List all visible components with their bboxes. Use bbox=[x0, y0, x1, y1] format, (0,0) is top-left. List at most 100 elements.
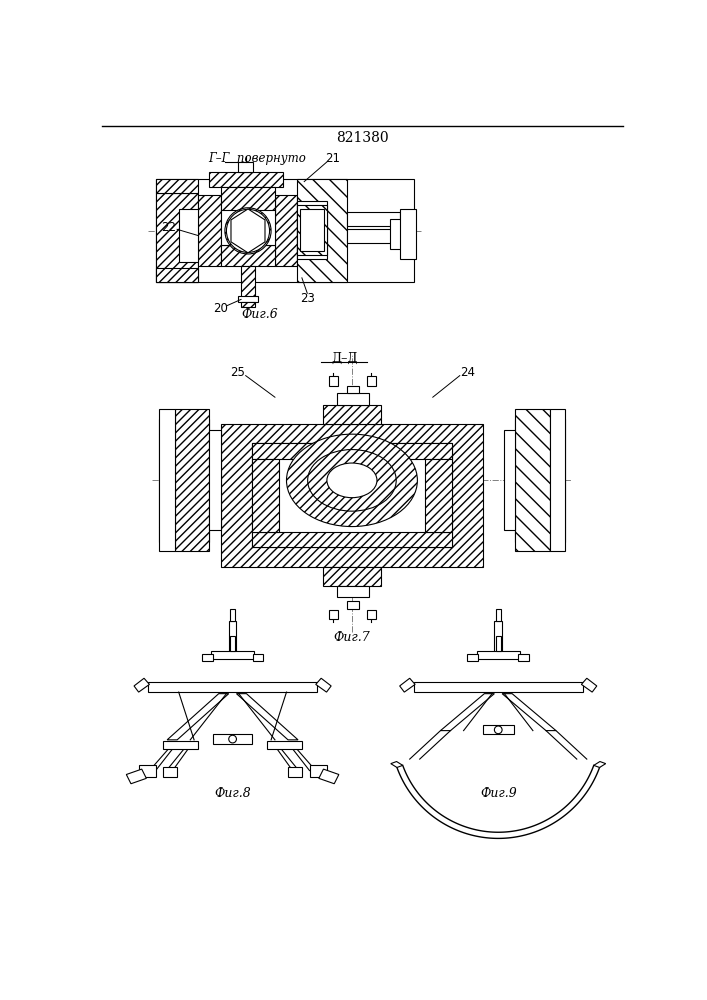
Bar bbox=[400, 209, 416, 259]
Bar bbox=[503, 430, 515, 530]
Bar bbox=[160, 434, 209, 527]
Bar bbox=[230, 609, 235, 620]
Bar bbox=[221, 210, 275, 245]
Text: Фиг.7: Фиг.7 bbox=[334, 631, 370, 644]
Bar bbox=[346, 212, 400, 226]
Bar bbox=[346, 386, 359, 393]
Bar bbox=[148, 682, 317, 692]
Ellipse shape bbox=[327, 463, 377, 498]
Bar bbox=[288, 767, 302, 777]
Bar bbox=[238, 162, 253, 172]
Polygon shape bbox=[134, 678, 149, 692]
Bar bbox=[496, 636, 501, 651]
Polygon shape bbox=[594, 762, 606, 767]
Polygon shape bbox=[581, 678, 597, 692]
Bar bbox=[156, 193, 198, 282]
Bar bbox=[252, 443, 452, 547]
Polygon shape bbox=[391, 762, 403, 767]
Text: Фиг.9: Фиг.9 bbox=[480, 787, 517, 800]
Bar bbox=[241, 302, 255, 307]
Bar bbox=[160, 527, 209, 542]
Bar bbox=[252, 532, 452, 547]
Text: 24: 24 bbox=[460, 366, 475, 379]
Polygon shape bbox=[291, 746, 316, 771]
Bar bbox=[275, 195, 296, 266]
Text: Фиг.6: Фиг.6 bbox=[241, 308, 278, 321]
Bar bbox=[156, 268, 198, 282]
Text: 21: 21 bbox=[325, 152, 340, 165]
Bar bbox=[550, 409, 565, 551]
Bar bbox=[515, 434, 565, 527]
Bar bbox=[329, 376, 338, 386]
Text: Фиг.8: Фиг.8 bbox=[214, 787, 251, 800]
Bar bbox=[229, 620, 236, 655]
Bar bbox=[252, 459, 279, 532]
Bar bbox=[390, 219, 414, 249]
Bar bbox=[175, 409, 209, 551]
Bar bbox=[221, 245, 275, 266]
Bar bbox=[346, 601, 359, 609]
Bar bbox=[300, 209, 325, 251]
Bar bbox=[160, 409, 175, 551]
Text: Д–Д: Д–Д bbox=[331, 352, 358, 365]
Bar bbox=[515, 419, 565, 434]
Bar bbox=[201, 654, 213, 661]
Ellipse shape bbox=[286, 434, 417, 527]
Bar bbox=[324, 567, 381, 586]
Text: 20: 20 bbox=[214, 302, 228, 315]
Bar bbox=[163, 741, 198, 749]
Bar bbox=[310, 765, 327, 777]
Bar bbox=[221, 187, 275, 212]
Polygon shape bbox=[316, 678, 331, 692]
Bar bbox=[139, 765, 156, 777]
Bar bbox=[221, 424, 483, 567]
Polygon shape bbox=[236, 694, 298, 740]
Bar bbox=[238, 296, 258, 302]
Polygon shape bbox=[127, 769, 146, 784]
Bar bbox=[296, 205, 327, 255]
Bar bbox=[366, 610, 376, 619]
Polygon shape bbox=[399, 678, 415, 692]
Bar bbox=[467, 654, 478, 661]
Bar bbox=[337, 393, 369, 405]
Bar bbox=[160, 419, 209, 434]
Bar bbox=[209, 172, 283, 187]
Bar bbox=[496, 609, 501, 620]
Bar bbox=[156, 179, 414, 282]
Text: 25: 25 bbox=[230, 366, 245, 379]
Circle shape bbox=[226, 209, 269, 252]
Bar bbox=[414, 682, 583, 692]
Bar bbox=[252, 654, 264, 661]
Polygon shape bbox=[149, 746, 175, 771]
Bar bbox=[211, 651, 254, 659]
Circle shape bbox=[494, 726, 502, 734]
Bar bbox=[296, 179, 346, 282]
Bar bbox=[163, 767, 177, 777]
Bar bbox=[346, 229, 400, 243]
Bar bbox=[518, 654, 529, 661]
Bar bbox=[515, 527, 565, 542]
Bar bbox=[198, 195, 221, 266]
Polygon shape bbox=[440, 694, 494, 731]
Bar bbox=[329, 610, 338, 619]
Bar bbox=[252, 443, 452, 459]
Polygon shape bbox=[167, 694, 229, 740]
Text: 23: 23 bbox=[300, 292, 315, 305]
Bar bbox=[241, 266, 255, 297]
Bar bbox=[230, 636, 235, 651]
Bar bbox=[324, 405, 381, 424]
Bar bbox=[179, 209, 198, 262]
Polygon shape bbox=[502, 694, 556, 731]
Bar bbox=[156, 179, 198, 193]
Bar bbox=[267, 741, 302, 749]
Text: 821380: 821380 bbox=[336, 131, 388, 145]
Text: 22: 22 bbox=[161, 221, 176, 234]
Bar bbox=[515, 409, 550, 551]
Polygon shape bbox=[319, 769, 339, 784]
Polygon shape bbox=[231, 209, 265, 253]
Bar bbox=[366, 376, 376, 386]
Bar bbox=[296, 201, 327, 259]
Bar bbox=[209, 430, 221, 530]
Bar bbox=[425, 459, 452, 532]
Bar bbox=[337, 586, 369, 597]
